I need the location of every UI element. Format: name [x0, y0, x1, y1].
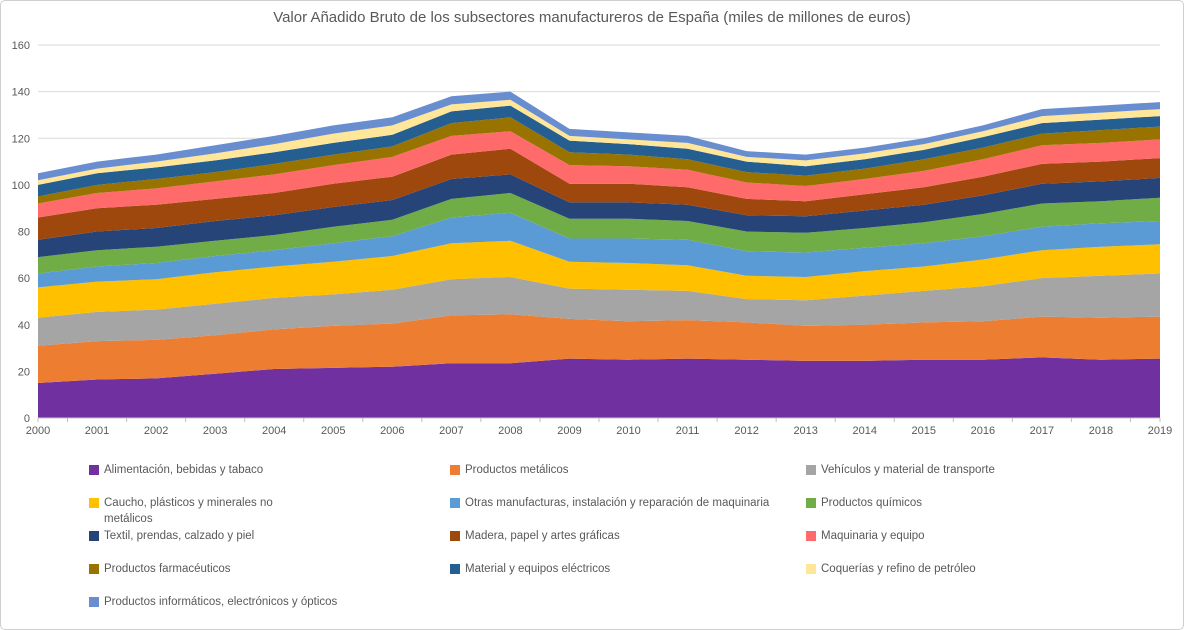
legend-item: Textil, prendas, calzado y piel: [89, 528, 254, 544]
legend-swatch-icon: [806, 465, 816, 475]
chart-title: Valor Añadido Bruto de los subsectores m…: [273, 9, 911, 26]
legend-label: Vehículos y material de transporte: [821, 464, 995, 476]
area-series-productos-met-licos: [38, 314, 1160, 383]
area-series-material-y-equipos-el-ctricos: [38, 105, 1160, 197]
legend-swatch-icon: [89, 564, 99, 574]
x-tick-label: 2014: [852, 425, 876, 437]
y-tick-label: 80: [18, 227, 30, 239]
area-series-productos-farmac-uticos: [38, 117, 1160, 204]
x-tick-label: 2008: [498, 425, 522, 437]
legend-item: Otras manufacturas, instalación y repara…: [450, 495, 769, 511]
area-series-coquer-as-y-refino-de-petr-leo: [38, 99, 1160, 185]
legend-item: Maquinaria y equipo: [806, 528, 925, 544]
x-tick-label: 2019: [1148, 425, 1172, 437]
x-tick-label: 2000: [26, 425, 50, 437]
x-tick-label: 2018: [1089, 425, 1113, 437]
legend-swatch-icon: [450, 465, 460, 475]
legend-label: Caucho, plásticos y minerales no metálic…: [104, 497, 273, 525]
legend-label: Otras manufacturas, instalación y repara…: [465, 497, 770, 509]
x-tick-label: 2016: [971, 425, 995, 437]
legend-item: Productos informáticos, electrónicos y ó…: [89, 594, 337, 610]
area-series-alimentaci-n-bebidas-y-tabaco: [38, 357, 1160, 418]
y-tick-label: 40: [18, 320, 30, 332]
area-series-veh-culos-y-material-de-transporte: [38, 273, 1160, 346]
x-tick-label: 2005: [321, 425, 345, 437]
legend-label: Coquerías y refino de petróleo: [821, 563, 976, 575]
x-tick-label: 2010: [616, 425, 640, 437]
y-tick-label: 160: [12, 40, 30, 52]
legend-item: Productos químicos: [806, 495, 922, 511]
y-tick-label: 0: [24, 413, 30, 425]
y-axis-labels: 0 20 40 60 80 100 120 140 160: [12, 40, 30, 425]
legend-item: Madera, papel y artes gráficas: [450, 528, 620, 544]
legend-label: Productos químicos: [821, 497, 922, 509]
x-tick-label: 2009: [557, 425, 581, 437]
area-series-caucho-pl-sticos-y-minerales-no-met-licos: [38, 240, 1160, 318]
y-tick-label: 120: [12, 133, 30, 145]
legend-swatch-icon: [89, 498, 99, 508]
legend-item: Alimentación, bebidas y tabaco: [89, 462, 263, 478]
legend-item: Productos farmacéuticos: [89, 561, 231, 577]
x-tick-label: 2004: [262, 425, 286, 437]
x-tick-label: 2006: [380, 425, 404, 437]
legend-label: Productos metálicos: [465, 464, 569, 476]
area-series-productos-qu-micos: [38, 193, 1160, 274]
legend-label: Productos farmacéuticos: [104, 563, 231, 575]
x-tick-label: 2015: [912, 425, 936, 437]
legend-swatch-icon: [89, 531, 99, 541]
y-tick-label: 140: [12, 87, 30, 99]
legend-label: Alimentación, bebidas y tabaco: [104, 464, 264, 476]
x-tick-label: 2007: [439, 425, 463, 437]
x-tick-label: 2011: [676, 425, 700, 437]
legend-label: Material y equipos eléctricos: [465, 563, 611, 575]
legend-label: Textil, prendas, calzado y piel: [104, 530, 255, 542]
x-tick-label: 2001: [85, 425, 109, 437]
legend-item: Productos metálicos: [450, 462, 569, 478]
legend-label: Madera, papel y artes gráficas: [465, 530, 620, 542]
legend-swatch-icon: [806, 531, 816, 541]
area-series-maquinaria-y-equipo: [38, 131, 1160, 218]
x-tick-label: 2002: [144, 425, 168, 437]
legend-swatch-icon: [450, 498, 460, 508]
legend-swatch-icon: [806, 564, 816, 574]
area-series-textil-prendas-calzado-y-piel: [38, 174, 1160, 258]
legend-item: Vehículos y material de transporte: [806, 462, 995, 478]
x-tick-label: 2003: [203, 425, 227, 437]
legend-item: Material y equipos eléctricos: [450, 561, 610, 577]
y-tick-label: 100: [12, 180, 30, 192]
legend-swatch-icon: [806, 498, 816, 508]
area-series-group: [38, 91, 1160, 418]
x-axis: 2000 2001 2002 2003 2004 2005 2006 2007 2008 2009…: [26, 417, 1172, 437]
y-tick-label: 20: [18, 366, 30, 378]
legend-swatch-icon: [450, 564, 460, 574]
x-tick-label: 2013: [793, 425, 817, 437]
area-series-productos-inform-ticos-electr-nicos-y-pticos: [38, 91, 1160, 181]
x-tick-label: 2012: [734, 425, 758, 437]
legend-label: Maquinaria y equipo: [821, 530, 925, 542]
x-tick-label: 2017: [1030, 425, 1054, 437]
legend-swatch-icon: [89, 597, 99, 607]
legend-swatch-icon: [89, 465, 99, 475]
legend-item: Coquerías y refino de petróleo: [806, 561, 976, 577]
area-series-madera-papel-y-artes-gr-ficas: [38, 148, 1160, 240]
area-series-otras-manufacturas-instalaci-n-y-reparaci-n-de-maquinaria: [38, 212, 1160, 288]
legend-item: Caucho, plásticos y minerales no metálic…: [89, 495, 302, 527]
legend-swatch-icon: [450, 531, 460, 541]
y-tick-label: 60: [18, 273, 30, 285]
legend-label: Productos informáticos, electrónicos y ó…: [104, 596, 338, 608]
